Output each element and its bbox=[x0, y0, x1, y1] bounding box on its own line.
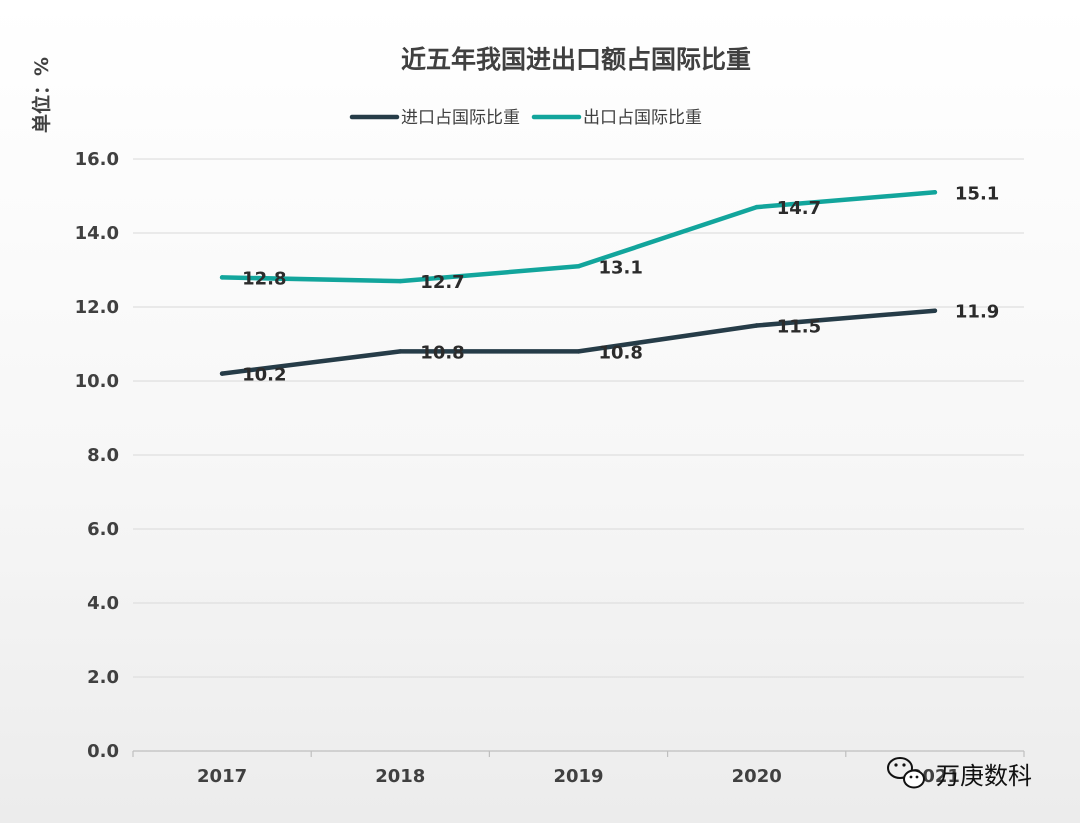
series-line bbox=[219, 308, 938, 376]
data-label: 15.1 bbox=[955, 183, 999, 204]
y-axis-unit-label: 单位：% bbox=[30, 57, 53, 133]
y-tick-label: 4.0 bbox=[87, 593, 119, 614]
data-point bbox=[219, 371, 225, 376]
data-point bbox=[754, 204, 759, 210]
y-tick-label: 8.0 bbox=[87, 445, 119, 466]
x-tick-label: 2018 bbox=[375, 766, 425, 787]
data-point bbox=[932, 190, 938, 195]
gridlines bbox=[133, 158, 1024, 678]
watermark: 万庚数科 bbox=[887, 757, 1032, 790]
data-label: 10.8 bbox=[420, 342, 464, 363]
data-point bbox=[398, 349, 403, 354]
watermark-text: 万庚数科 bbox=[936, 762, 1032, 790]
data-label: 11.9 bbox=[955, 302, 999, 323]
data-label: 12.8 bbox=[242, 268, 286, 289]
y-tick-label: 14.0 bbox=[75, 223, 119, 244]
data-point bbox=[754, 323, 759, 328]
data-label: 13.1 bbox=[599, 257, 643, 278]
data-label: 10.2 bbox=[242, 365, 286, 386]
y-tick-label: 0.0 bbox=[87, 741, 119, 762]
data-labels: 10.2 10.8 10.8 11.5 11.9 12.8 12.7 13.1 14.7 15.1 bbox=[242, 183, 999, 385]
legend-label: 进口占国际比重 bbox=[401, 108, 520, 128]
y-tick-label: 6.0 bbox=[87, 519, 119, 540]
data-point bbox=[576, 349, 581, 354]
x-tick-label: 2020 bbox=[732, 766, 782, 787]
legend: 进口占国际比重 出口占国际比重 bbox=[349, 108, 702, 128]
data-point bbox=[219, 275, 225, 280]
x-axis: 2017 2018 2019 2020 2021 bbox=[132, 750, 1025, 787]
x-tick-label: 2017 bbox=[197, 766, 247, 787]
data-label: 10.8 bbox=[599, 342, 643, 363]
chart-title: 近五年我国进出口额占国际比重 bbox=[401, 45, 751, 74]
x-tick-label: 2019 bbox=[553, 766, 603, 787]
y-tick-label: 16.0 bbox=[75, 149, 119, 170]
y-tick-label: 12.0 bbox=[75, 297, 119, 318]
y-tick-label: 10.0 bbox=[75, 371, 119, 392]
y-tick-label: 2.0 bbox=[87, 667, 119, 688]
series-lines bbox=[219, 190, 938, 376]
legend-label: 出口占国际比重 bbox=[583, 108, 702, 128]
data-label: 11.5 bbox=[777, 317, 821, 338]
data-point bbox=[932, 308, 938, 313]
data-label: 14.7 bbox=[777, 198, 821, 219]
data-label: 12.7 bbox=[420, 272, 464, 293]
y-axis-ticks: 0.0 2.0 4.0 6.0 8.0 10.0 12.0 14.0 16.0 bbox=[75, 149, 119, 762]
wechat-icon bbox=[887, 757, 925, 789]
data-point bbox=[398, 278, 403, 284]
data-point bbox=[576, 264, 581, 269]
